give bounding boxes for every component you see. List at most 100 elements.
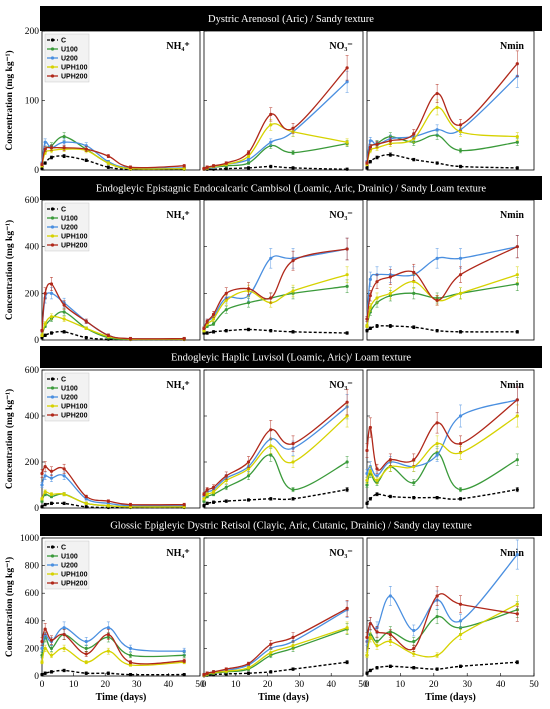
data-point	[388, 153, 392, 157]
data-point	[182, 337, 186, 341]
data-point	[106, 633, 110, 637]
data-point	[106, 671, 110, 675]
series-UPH200	[365, 235, 519, 322]
data-point	[365, 635, 369, 639]
data-point	[458, 148, 463, 153]
series-UPH100	[365, 404, 519, 484]
legend: C U100 U200 UPH100 UPH200	[44, 540, 90, 590]
data-point	[40, 167, 44, 171]
data-point	[388, 639, 392, 644]
panel-label: NH₄⁺	[166, 41, 189, 52]
x-tick-label: 50	[358, 680, 368, 690]
data-point	[269, 650, 273, 655]
data-point	[62, 146, 66, 150]
data-point	[435, 496, 439, 500]
data-point	[388, 594, 392, 598]
data-point	[211, 312, 216, 316]
data-point	[388, 139, 392, 143]
data-point	[375, 474, 379, 478]
legend-entry: UPH200	[61, 413, 88, 420]
data-point	[365, 653, 369, 657]
y-tick-label: 600	[25, 196, 40, 206]
chart-row-1: Dystric Arenosol (Aric) / Sandy texture 0…	[25, 6, 542, 176]
data-point	[345, 66, 349, 70]
data-point	[246, 460, 251, 464]
data-point	[269, 256, 273, 260]
data-point	[345, 414, 349, 418]
data-point	[269, 296, 273, 300]
data-point	[128, 663, 133, 667]
data-point	[412, 137, 416, 141]
data-point	[365, 501, 369, 505]
panel-row-2-1: 0 200 400 600 NH₄⁺ C U100 U200 UPH100 UPH200	[25, 196, 201, 346]
data-point	[345, 140, 349, 144]
panel-row-4-1: 0 200 400 600 800 1000 0 10 20 30 40 50 NH₄⁺ C U100 U20…	[20, 534, 205, 690]
data-point	[388, 324, 392, 328]
series-line	[366, 661, 518, 674]
legend-marker	[50, 243, 55, 247]
y-tick-label: 400	[25, 412, 40, 422]
title-band-row-3	[40, 346, 542, 368]
data-point	[269, 646, 273, 651]
data-point	[211, 490, 216, 494]
data-point	[246, 154, 251, 158]
data-point	[224, 485, 228, 489]
data-point	[62, 626, 66, 630]
data-point	[412, 291, 416, 295]
data-point	[224, 474, 228, 478]
data-point	[205, 501, 209, 505]
data-point	[345, 460, 349, 464]
y-tick-label: 0	[34, 166, 39, 176]
data-point	[49, 670, 54, 674]
data-point	[106, 649, 110, 653]
data-point	[435, 161, 439, 165]
data-point	[435, 594, 439, 598]
data-point	[62, 303, 66, 307]
data-point	[291, 151, 295, 155]
legend-entry: U100	[61, 47, 78, 54]
data-point	[412, 132, 416, 136]
data-point	[106, 626, 110, 630]
y-tick-label: 200	[25, 458, 40, 468]
data-point	[84, 505, 88, 509]
x-tick-label: 50	[529, 680, 539, 690]
data-point	[40, 497, 44, 501]
data-point	[211, 317, 216, 321]
legend-entry: C	[61, 38, 66, 45]
panel-label: NH₄⁺	[166, 380, 189, 391]
x-axis-label-panel-3: Time (days)	[425, 692, 476, 703]
series-UPH200	[40, 144, 186, 169]
series-line	[41, 669, 185, 676]
data-point	[458, 164, 463, 169]
x-tick-label: 20	[100, 680, 110, 690]
data-point	[62, 310, 66, 314]
data-point	[375, 146, 379, 150]
data-point	[84, 660, 88, 664]
x-tick-label: 40	[326, 680, 336, 690]
data-point	[62, 467, 66, 471]
data-point	[40, 329, 44, 333]
data-point	[182, 659, 186, 663]
series-UPH100	[365, 595, 519, 659]
data-point	[49, 492, 54, 496]
data-point	[345, 626, 349, 630]
data-point	[49, 291, 54, 295]
data-point	[205, 671, 209, 675]
data-point	[62, 154, 66, 158]
data-point	[435, 256, 439, 260]
data-point	[412, 280, 416, 284]
data-point	[49, 638, 54, 642]
legend-marker	[50, 404, 55, 408]
series-C	[40, 668, 186, 677]
data-point	[62, 330, 66, 334]
data-point	[43, 490, 47, 494]
data-point	[40, 162, 44, 167]
legend-entry: UPH200	[61, 74, 88, 81]
data-point	[345, 284, 349, 288]
data-point	[515, 488, 519, 492]
legend-entry: C	[61, 377, 66, 384]
data-point	[49, 282, 54, 286]
data-point	[106, 161, 110, 165]
legend-entry: UPH100	[61, 404, 88, 411]
data-point	[246, 661, 251, 666]
